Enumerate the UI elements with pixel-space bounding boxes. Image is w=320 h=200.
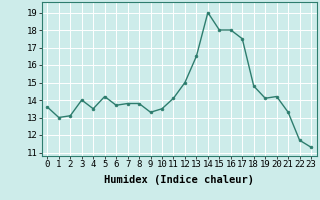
X-axis label: Humidex (Indice chaleur): Humidex (Indice chaleur) [104,175,254,185]
